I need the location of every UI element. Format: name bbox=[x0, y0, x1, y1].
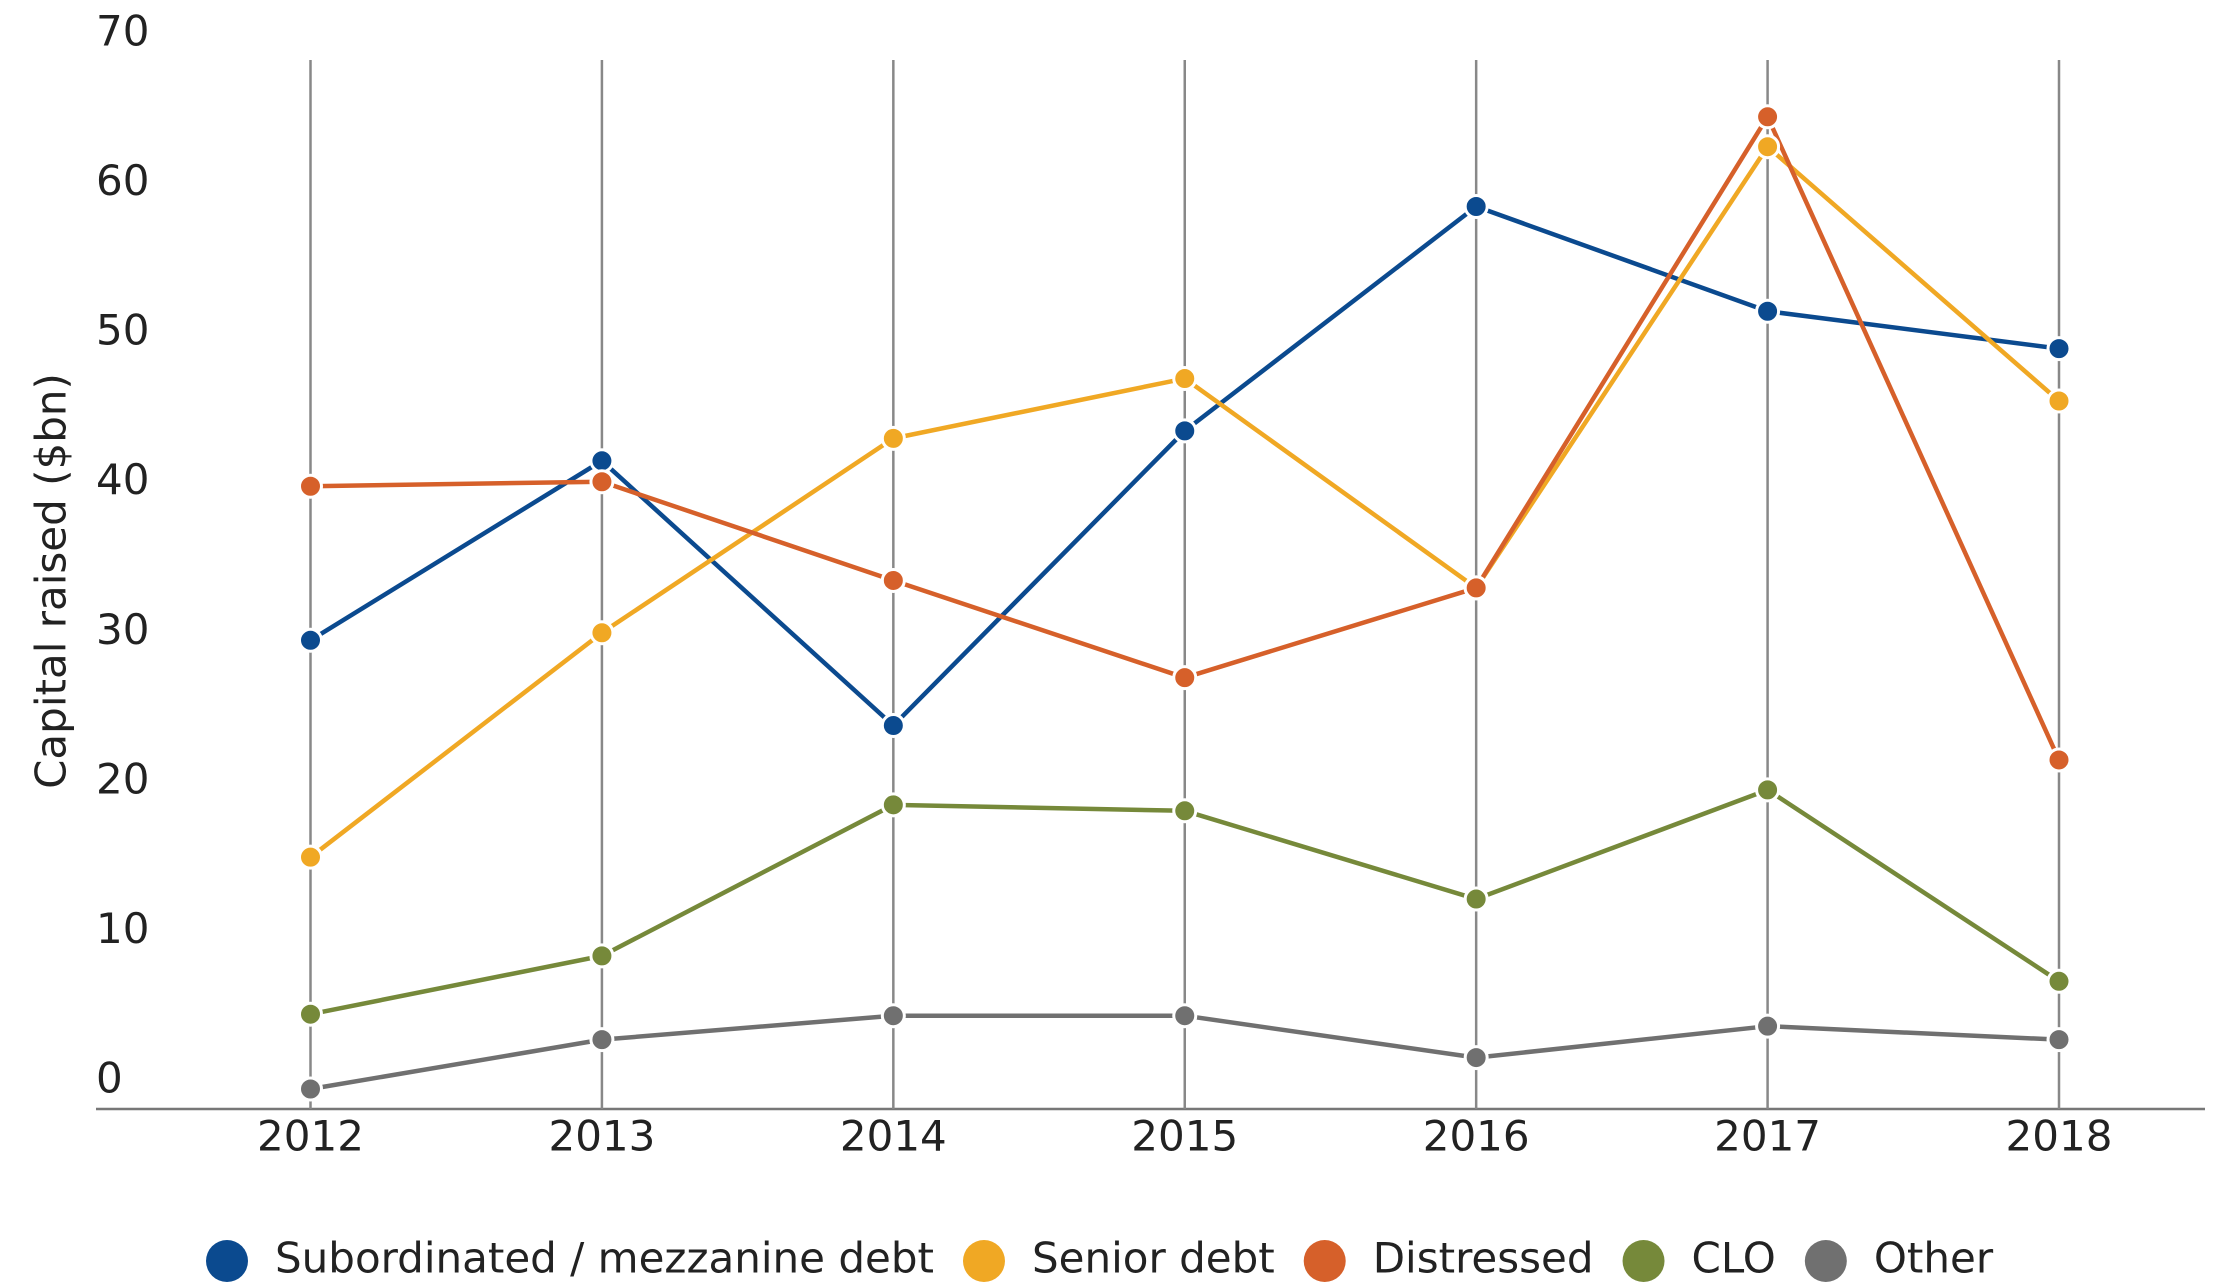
legend-label: Senior debt bbox=[1032, 1234, 1275, 1283]
data-point bbox=[589, 943, 615, 969]
x-tick-label: 2013 bbox=[548, 1112, 655, 1161]
data-point bbox=[298, 1001, 323, 1027]
data-point bbox=[2046, 968, 2072, 994]
data-point bbox=[1463, 1045, 1489, 1071]
x-tick-label: 2018 bbox=[2006, 1112, 2113, 1161]
data-point bbox=[1755, 104, 1781, 130]
legend-label: CLO bbox=[1692, 1234, 1776, 1283]
data-point bbox=[589, 620, 615, 646]
y-tick-label: 20 bbox=[96, 754, 149, 803]
data-point bbox=[880, 567, 906, 593]
data-point bbox=[589, 469, 615, 495]
data-point bbox=[880, 792, 906, 818]
x-tick-label: 2016 bbox=[1423, 1112, 1530, 1161]
data-point bbox=[880, 713, 906, 739]
data-point bbox=[2046, 1027, 2072, 1053]
data-point bbox=[2046, 747, 2072, 773]
data-point bbox=[298, 627, 323, 653]
data-point bbox=[1172, 366, 1198, 392]
data-point bbox=[880, 1003, 906, 1029]
data-point bbox=[1755, 777, 1781, 803]
y-tick-label: 10 bbox=[96, 904, 149, 953]
data-point bbox=[1463, 575, 1489, 601]
legend-label: Distressed bbox=[1373, 1234, 1594, 1283]
data-point bbox=[880, 425, 906, 451]
data-point bbox=[298, 844, 323, 870]
y-tick-label: 30 bbox=[96, 605, 149, 654]
data-point bbox=[298, 473, 323, 499]
legend-marker bbox=[1303, 1240, 1346, 1282]
data-point bbox=[1172, 665, 1198, 691]
data-point bbox=[1463, 886, 1489, 912]
data-point bbox=[1172, 1003, 1198, 1029]
data-point bbox=[1463, 194, 1489, 220]
data-point bbox=[1755, 1013, 1781, 1039]
data-point bbox=[1755, 298, 1781, 324]
data-point bbox=[1755, 134, 1781, 160]
y-tick-label: 70 bbox=[96, 7, 149, 56]
data-point bbox=[589, 448, 615, 474]
data-point bbox=[1172, 418, 1198, 444]
y-tick-label: 60 bbox=[96, 156, 149, 205]
x-tick-label: 2012 bbox=[257, 1112, 364, 1161]
data-point bbox=[298, 1076, 323, 1102]
x-tick-label: 2015 bbox=[1131, 1112, 1238, 1161]
data-point bbox=[2046, 388, 2072, 414]
legend-label: Subordinated / mezzanine debt bbox=[275, 1234, 934, 1283]
legend-marker bbox=[206, 1240, 248, 1282]
legend-marker bbox=[1804, 1240, 1847, 1282]
y-tick-label: 40 bbox=[96, 455, 149, 504]
legend-marker bbox=[1622, 1240, 1665, 1282]
x-tick-label: 2017 bbox=[1714, 1112, 1821, 1161]
y-tick-label: 50 bbox=[96, 306, 149, 355]
y-tick-label: 0 bbox=[96, 1054, 123, 1103]
data-point bbox=[1172, 798, 1198, 824]
y-axis-title: Capital raised ($bn) bbox=[27, 373, 76, 789]
data-point bbox=[589, 1027, 615, 1053]
data-point bbox=[2046, 336, 2072, 362]
legend-marker bbox=[962, 1240, 1005, 1282]
x-tick-label: 2014 bbox=[840, 1112, 947, 1161]
legend-label: Other bbox=[1874, 1234, 1994, 1283]
